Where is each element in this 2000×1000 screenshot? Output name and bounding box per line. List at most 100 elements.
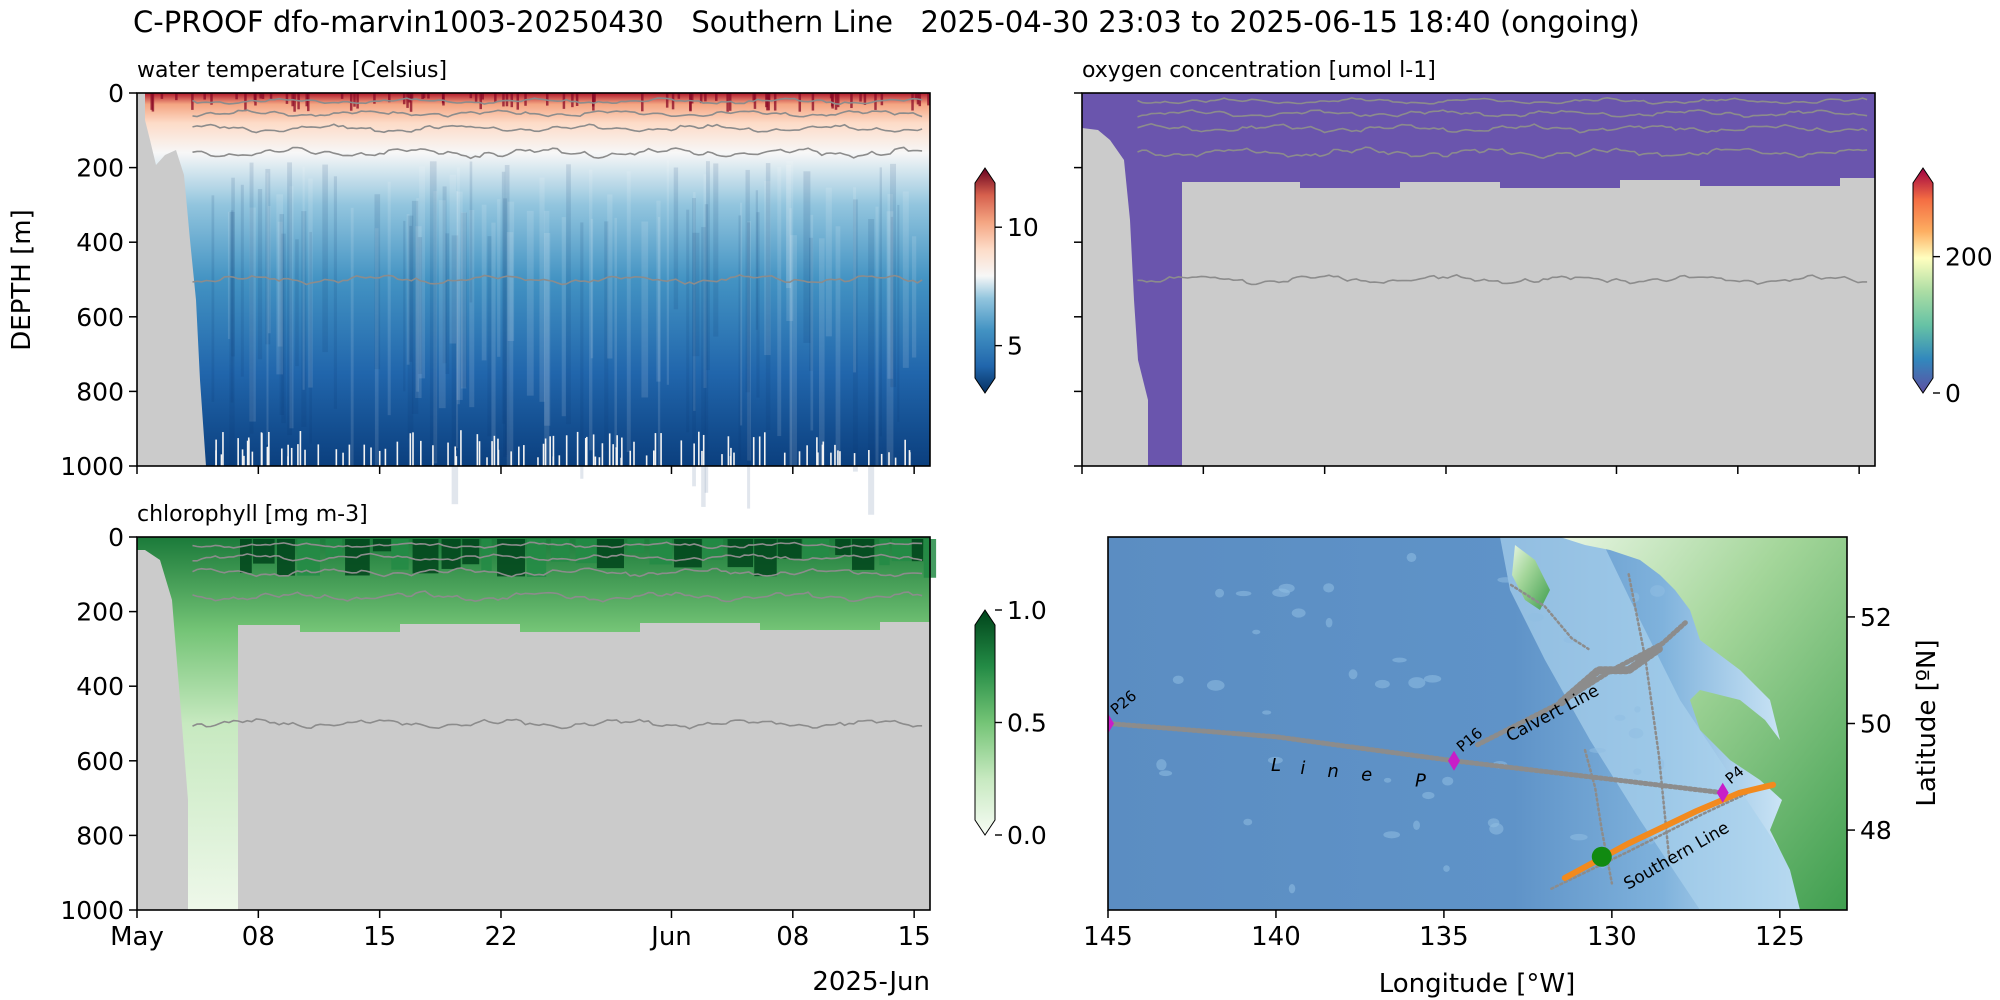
seamount xyxy=(1614,714,1626,721)
temperature-streak xyxy=(504,164,510,455)
temperature-bottom-gap xyxy=(633,441,635,466)
temperature-bottom-gap xyxy=(281,448,283,466)
station-marker xyxy=(1716,782,1729,803)
temperature-bottom-gap xyxy=(517,446,520,466)
y-tick-label: 600 xyxy=(76,747,124,776)
chlorophyll-bloom xyxy=(596,539,624,569)
temperature-bottom-gap xyxy=(629,450,632,466)
isopycnal-line xyxy=(192,541,923,550)
seamount xyxy=(1325,617,1333,628)
isopycnal-line xyxy=(1137,146,1868,160)
chlorophyll-bloom xyxy=(297,539,320,576)
temperature-surface-warm xyxy=(293,93,296,112)
temperature-surface-warm xyxy=(441,93,445,104)
temperature-streak xyxy=(407,215,414,439)
temperature-y-ticks: 0 200 400 600 800 1000 xyxy=(60,79,137,481)
temperature-surface-warm xyxy=(850,93,853,109)
seamount xyxy=(1383,831,1401,839)
oxygen-colorbar-ticks: 0 200 xyxy=(1933,243,1993,408)
temperature-bottom-gap xyxy=(370,447,372,466)
temperature-streak xyxy=(673,167,679,310)
temperature-streak xyxy=(875,206,879,472)
isopycnal-line xyxy=(192,567,923,578)
temperature-bottom-gap xyxy=(215,450,217,466)
temperature-bottom-gap xyxy=(853,453,856,466)
temperature-streak xyxy=(785,164,792,289)
temperature-streak xyxy=(693,192,696,411)
y-tick-label: 0 xyxy=(108,523,124,552)
temperature-streak xyxy=(701,227,706,507)
seamount xyxy=(1323,583,1335,593)
oxygen-panel: oxygen concentration [umol l-1] 0 200 xyxy=(1074,58,1993,474)
temperature-bottom-gap xyxy=(616,435,618,466)
temperature-streak xyxy=(705,161,710,371)
temperature-streak xyxy=(438,200,446,409)
temperature-streak xyxy=(295,239,299,367)
isopycnal-line xyxy=(192,97,923,106)
temperature-bottom-gap xyxy=(478,441,481,466)
temperature-streak xyxy=(835,226,841,496)
temperature-bottom-gap xyxy=(816,437,818,466)
temperature-surface-warm xyxy=(261,93,265,99)
map-y-ticks: 48 50 52 xyxy=(1847,603,1892,845)
temperature-streak xyxy=(852,199,858,472)
temperature-surface-warm xyxy=(259,93,262,99)
temperature-streak xyxy=(456,167,460,405)
temperature-bottom-gap xyxy=(621,437,623,466)
x-tick-label: 15 xyxy=(898,922,931,952)
time-axis-offset-label: 2025-Jun xyxy=(812,967,930,997)
temperature-bottom-gap xyxy=(654,433,657,466)
temperature-bottom-gap xyxy=(237,438,239,466)
temperature-bottom-gap xyxy=(615,447,618,466)
temperature-surface-warm xyxy=(689,93,692,112)
temperature-surface-warm xyxy=(665,93,669,108)
isopycnal-line xyxy=(192,123,923,134)
chlorophyll-bloom xyxy=(391,539,409,570)
temperature-surface-warm xyxy=(798,93,802,112)
temperature-streak xyxy=(789,208,792,489)
temperature-streak xyxy=(803,171,811,343)
temperature-surface-warm xyxy=(353,93,356,107)
temperature-streak xyxy=(309,232,313,444)
seamount xyxy=(1487,818,1500,828)
temperature-surface-warm xyxy=(575,93,579,106)
chlorophyll-bloom xyxy=(727,539,754,568)
temperature-streak xyxy=(590,218,594,359)
temperature-streak xyxy=(887,193,893,379)
temperature-bottom-gap xyxy=(598,457,601,466)
x-tick-label: 08 xyxy=(242,922,275,952)
temperature-streak xyxy=(429,161,437,462)
temperature-bottom-gap xyxy=(660,433,662,466)
temperature-surface-warm xyxy=(830,93,834,107)
temperature-bottom-gap xyxy=(698,431,700,466)
chlorophyll-bloom xyxy=(627,539,645,553)
temperature-streak xyxy=(686,209,690,433)
temperature-bottom-gap xyxy=(608,433,611,466)
chlorophyll-bloom xyxy=(462,539,480,565)
temperature-surface-warm xyxy=(829,93,833,99)
temperature-bottom-gap xyxy=(290,447,293,466)
temperature-streak xyxy=(279,214,285,415)
map-coast-land xyxy=(1560,537,1847,910)
temperature-streak xyxy=(350,207,354,467)
seamount xyxy=(1497,577,1515,583)
temperature-streak xyxy=(755,190,759,330)
colorbar-tick-label: 0.0 xyxy=(1007,821,1047,850)
temperature-bottom-gap xyxy=(222,432,224,466)
temperature-streak xyxy=(666,160,669,385)
temperature-surface-warm xyxy=(502,93,505,107)
chlorophyll-bloom xyxy=(240,539,252,574)
chlorophyll-bloom xyxy=(802,539,830,559)
temperature-streak xyxy=(442,186,447,364)
temperature-bottom-gap xyxy=(702,434,705,466)
temperature-bottom-gap xyxy=(396,441,399,466)
temperature-streak xyxy=(853,187,857,373)
temperature-surface-warm xyxy=(914,93,918,100)
temperature-bottom-gap xyxy=(645,455,648,466)
temperature-bottom-gap xyxy=(680,440,683,466)
temperature-streak xyxy=(451,235,459,505)
temperature-streak xyxy=(267,205,271,334)
temperature-bottom-gap xyxy=(783,452,786,466)
temperature-bottom-gap xyxy=(287,444,289,466)
